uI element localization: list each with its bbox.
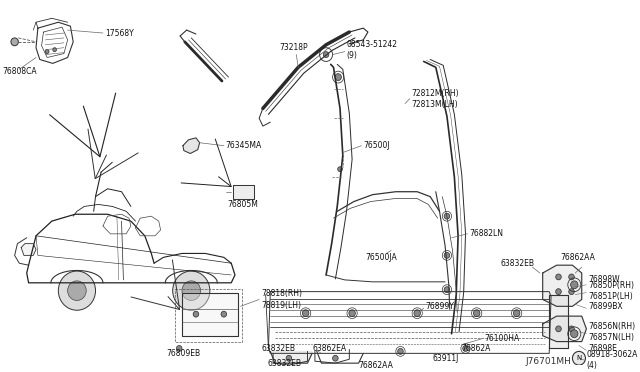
Circle shape [556, 289, 561, 295]
Text: 73218P: 73218P [280, 43, 308, 52]
Circle shape [68, 281, 86, 301]
Text: 08918-3062A
(4): 08918-3062A (4) [586, 350, 637, 370]
Text: 17568Y: 17568Y [105, 29, 134, 38]
Circle shape [349, 310, 355, 317]
Circle shape [572, 352, 586, 365]
Polygon shape [543, 316, 586, 341]
Circle shape [45, 50, 49, 54]
Circle shape [193, 311, 198, 317]
Polygon shape [543, 265, 582, 306]
Text: 76882LN: 76882LN [469, 230, 503, 238]
Text: 76898E: 76898E [588, 344, 617, 353]
Circle shape [173, 271, 210, 310]
Circle shape [302, 310, 309, 317]
Text: 76805M: 76805M [228, 200, 259, 209]
Text: 76899Y: 76899Y [426, 302, 454, 311]
Text: 63911J: 63911J [433, 354, 460, 363]
Polygon shape [233, 185, 253, 199]
Text: 76500J: 76500J [364, 141, 390, 150]
Text: 63832EB: 63832EB [268, 359, 301, 368]
Polygon shape [549, 295, 568, 349]
Text: 76856N(RH)
76857N(LH): 76856N(RH) 76857N(LH) [588, 322, 636, 342]
Circle shape [571, 281, 578, 289]
Text: 78818(RH)
78819(LH): 78818(RH) 78819(LH) [261, 289, 302, 310]
Text: 76899BX: 76899BX [588, 302, 623, 311]
Text: 76850P(RH)
76851P(LH): 76850P(RH) 76851P(LH) [588, 280, 634, 301]
Circle shape [556, 274, 561, 280]
Circle shape [182, 281, 200, 301]
Polygon shape [182, 293, 237, 336]
Circle shape [221, 311, 227, 317]
Circle shape [323, 52, 329, 58]
Circle shape [569, 326, 574, 332]
Polygon shape [21, 244, 36, 256]
Circle shape [58, 271, 95, 310]
Circle shape [444, 213, 450, 219]
Text: J76701MH: J76701MH [526, 357, 572, 366]
Circle shape [397, 349, 403, 354]
Circle shape [177, 346, 182, 352]
Text: 76862A: 76862A [461, 344, 490, 353]
Text: 63832EB: 63832EB [261, 344, 295, 353]
Polygon shape [183, 138, 200, 154]
Text: 63832EB: 63832EB [501, 259, 535, 268]
Circle shape [414, 310, 420, 317]
Text: 76862AA: 76862AA [561, 253, 595, 262]
Text: 76808CA: 76808CA [3, 67, 37, 76]
Text: 76898W: 76898W [588, 275, 620, 284]
Text: 76345MA: 76345MA [226, 141, 262, 150]
Text: 76500JA: 76500JA [365, 253, 397, 262]
Circle shape [335, 74, 341, 80]
Circle shape [52, 48, 56, 52]
Circle shape [569, 289, 574, 295]
Circle shape [571, 330, 578, 338]
Circle shape [11, 38, 19, 46]
Circle shape [444, 253, 450, 258]
Circle shape [286, 355, 292, 361]
Text: 72812M(RH)
72813M(LH): 72812M(RH) 72813M(LH) [412, 89, 460, 109]
Text: 76809EB: 76809EB [166, 349, 200, 358]
Circle shape [444, 287, 450, 293]
Circle shape [338, 167, 342, 171]
Circle shape [474, 310, 480, 317]
Circle shape [569, 274, 574, 280]
Circle shape [463, 346, 468, 352]
Text: 76100HA: 76100HA [484, 334, 520, 343]
Text: 76862AA: 76862AA [358, 360, 394, 370]
Circle shape [333, 355, 338, 361]
Polygon shape [270, 352, 312, 363]
Text: N: N [577, 355, 582, 361]
Text: 63862EA: 63862EA [312, 344, 346, 353]
Circle shape [513, 310, 520, 317]
Text: 08543-51242
(9): 08543-51242 (9) [346, 40, 397, 60]
Circle shape [556, 326, 561, 332]
